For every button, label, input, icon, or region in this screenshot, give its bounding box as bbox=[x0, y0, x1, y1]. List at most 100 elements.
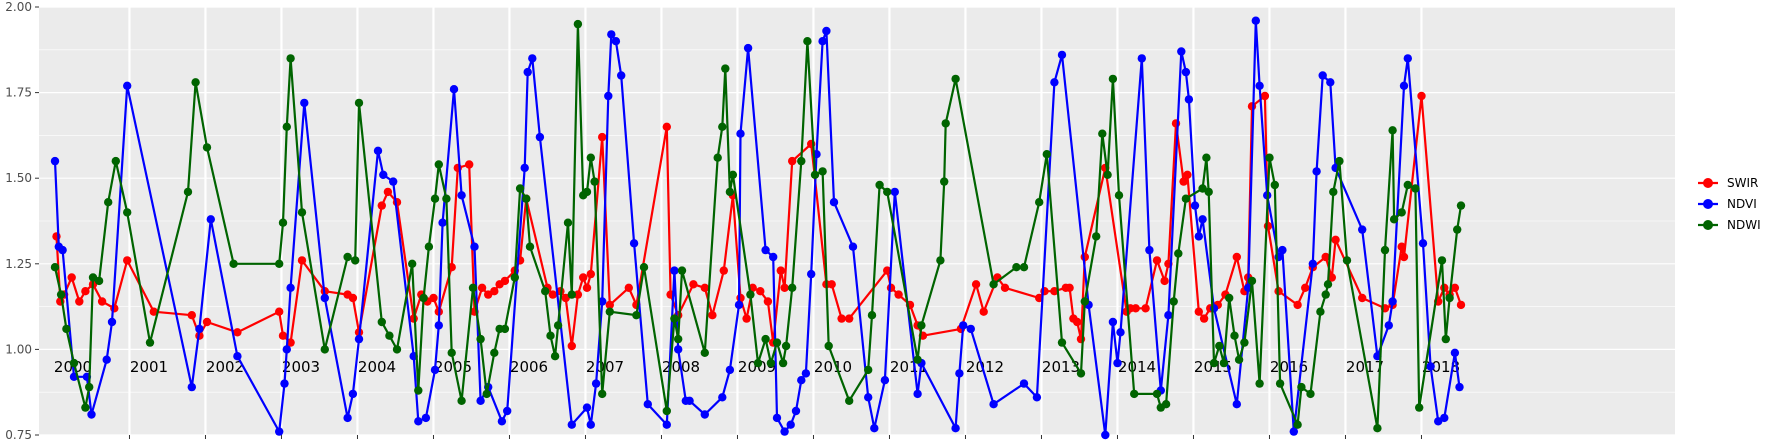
data-point bbox=[674, 334, 683, 344]
data-point bbox=[829, 198, 839, 207]
legend-swatch-point bbox=[1703, 178, 1713, 188]
data-point bbox=[617, 71, 626, 80]
data-point bbox=[1164, 311, 1173, 320]
data-point bbox=[1403, 54, 1413, 63]
data-point bbox=[56, 290, 66, 299]
data-point bbox=[753, 358, 763, 368]
data-point bbox=[88, 273, 98, 282]
data-point bbox=[1323, 280, 1333, 289]
data-point bbox=[476, 396, 485, 405]
legend-label: NDWI bbox=[1727, 218, 1761, 232]
data-point bbox=[229, 259, 238, 268]
data-point bbox=[1050, 287, 1059, 296]
data-point bbox=[567, 290, 576, 299]
data-point bbox=[354, 98, 364, 108]
data-point bbox=[890, 187, 899, 197]
data-point bbox=[1403, 180, 1413, 190]
data-point bbox=[300, 98, 309, 108]
data-point bbox=[1160, 276, 1169, 286]
data-point bbox=[761, 245, 770, 255]
data-point bbox=[275, 307, 284, 316]
data-point bbox=[1190, 201, 1200, 210]
data-point bbox=[1329, 187, 1338, 197]
year-label: 2013 bbox=[1042, 358, 1080, 376]
data-point bbox=[1255, 379, 1264, 388]
data-point bbox=[1247, 102, 1257, 111]
data-point bbox=[700, 410, 709, 419]
data-point bbox=[102, 355, 111, 364]
data-point bbox=[591, 379, 601, 388]
data-point bbox=[206, 215, 215, 224]
data-point bbox=[1316, 307, 1325, 316]
data-point bbox=[582, 283, 592, 292]
data-point bbox=[1179, 177, 1188, 186]
data-point bbox=[870, 424, 879, 433]
data-point bbox=[62, 324, 71, 334]
data-point bbox=[278, 218, 288, 227]
data-point bbox=[718, 393, 727, 402]
data-point bbox=[883, 187, 892, 197]
data-point bbox=[1113, 358, 1122, 368]
data-point bbox=[810, 170, 820, 179]
data-point bbox=[392, 345, 402, 354]
data-point bbox=[348, 293, 358, 303]
data-point bbox=[1204, 187, 1213, 197]
data-point bbox=[183, 187, 193, 197]
data-point bbox=[1263, 221, 1273, 231]
data-point bbox=[1130, 389, 1139, 399]
data-point bbox=[548, 290, 557, 299]
data-point bbox=[490, 287, 499, 296]
data-point bbox=[442, 194, 451, 203]
data-point bbox=[725, 365, 735, 375]
data-point bbox=[457, 396, 466, 405]
data-point bbox=[286, 338, 295, 347]
data-point bbox=[1265, 153, 1274, 162]
data-point bbox=[894, 290, 903, 299]
data-point bbox=[662, 406, 671, 416]
data-point bbox=[81, 403, 90, 412]
data-point bbox=[482, 389, 491, 399]
data-point bbox=[1000, 283, 1010, 292]
data-point bbox=[1260, 91, 1270, 101]
data-point bbox=[807, 269, 816, 279]
data-point bbox=[791, 406, 801, 416]
legend-label: SWIR bbox=[1727, 176, 1758, 190]
data-point bbox=[951, 74, 960, 84]
data-point bbox=[377, 201, 386, 210]
data-point bbox=[1137, 54, 1147, 63]
data-point bbox=[275, 259, 284, 268]
year-label: 2002 bbox=[206, 358, 244, 376]
data-point bbox=[1399, 81, 1409, 91]
data-point bbox=[520, 163, 529, 173]
data-point bbox=[282, 345, 291, 354]
data-point bbox=[797, 376, 806, 385]
data-point bbox=[1251, 16, 1261, 25]
data-point bbox=[883, 266, 892, 275]
data-point bbox=[1415, 403, 1424, 412]
data-point bbox=[936, 256, 945, 265]
data-point bbox=[736, 293, 745, 303]
series-swir bbox=[52, 91, 1466, 351]
data-point bbox=[1019, 379, 1029, 388]
data-point bbox=[1312, 167, 1321, 176]
data-point bbox=[1426, 362, 1435, 371]
y-tick-label: 2.00 bbox=[5, 0, 32, 14]
data-point bbox=[1437, 256, 1447, 265]
data-point bbox=[713, 153, 722, 162]
data-point bbox=[149, 307, 158, 316]
data-point bbox=[522, 194, 531, 203]
data-point bbox=[674, 345, 683, 354]
data-point bbox=[476, 334, 485, 344]
data-point bbox=[1174, 249, 1183, 258]
legend-swatch-point bbox=[1703, 199, 1713, 209]
data-point bbox=[1445, 293, 1454, 303]
year-label: 2014 bbox=[1118, 358, 1156, 376]
data-point bbox=[624, 283, 633, 292]
data-point bbox=[563, 218, 573, 227]
data-point bbox=[1103, 170, 1112, 179]
data-point bbox=[282, 122, 291, 131]
data-point bbox=[187, 382, 196, 392]
data-point bbox=[123, 208, 132, 217]
data-point bbox=[111, 156, 121, 166]
series-line bbox=[55, 94, 1463, 348]
